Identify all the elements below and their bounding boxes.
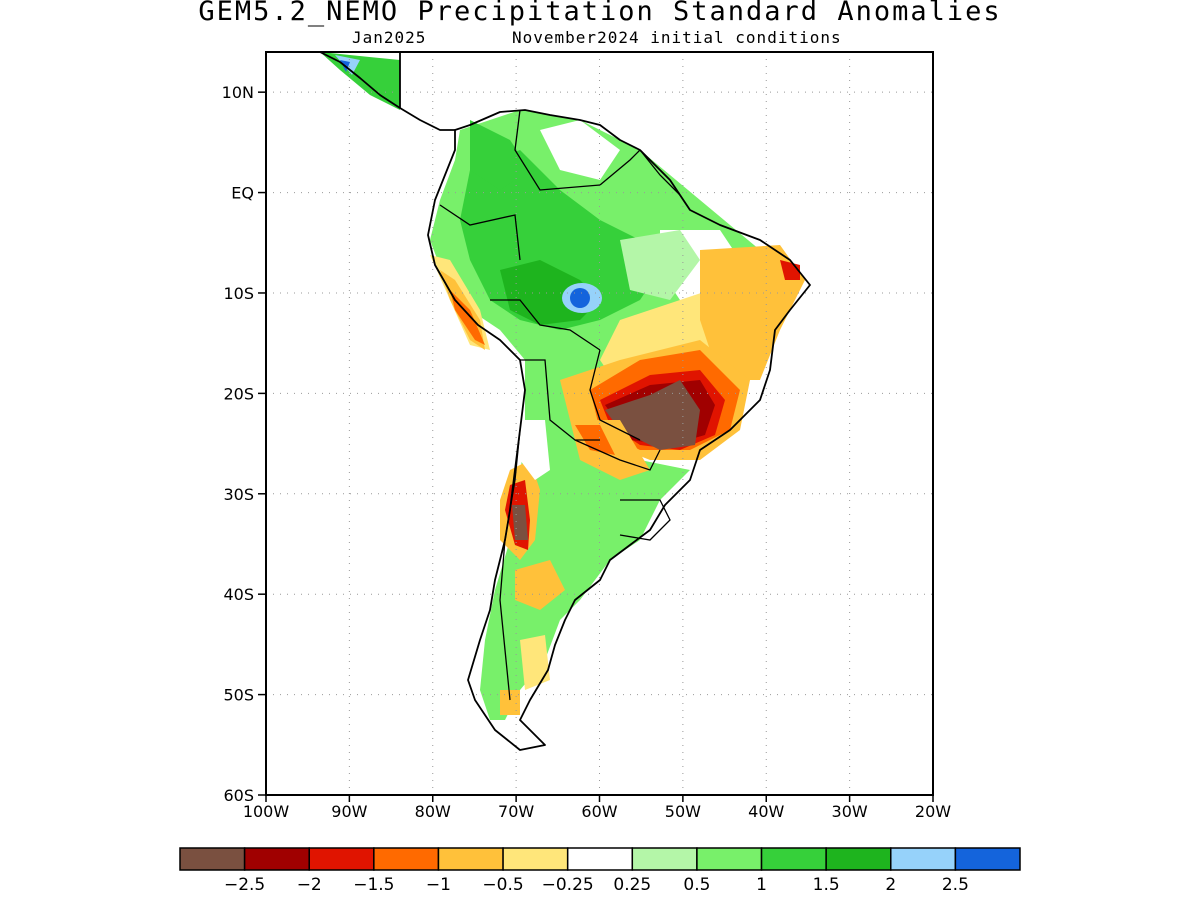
colorbar-swatch — [179, 847, 246, 871]
colorbar-labels: −2.5 −2 −1.5 −1 −0.5 −0.25 0.25 0.5 1 1.5 2 2.5 — [224, 875, 969, 895]
colorbar-swatch — [243, 847, 310, 871]
latitude-axis: 10N EQ 10S 20S 30S 40S 50S 60S — [222, 83, 266, 805]
coastline-south-america — [427, 109, 811, 751]
anomaly-orange-ne-brazil — [700, 245, 805, 380]
border-chile-argentina — [499, 429, 521, 701]
colorbar-label: 0.25 — [613, 875, 651, 895]
border-bolivia-chile-argentina — [520, 359, 600, 441]
anomaly-lightgreen-east — [620, 230, 700, 300]
lat-tick-label: 20S — [223, 384, 254, 403]
border-brazil-uruguay — [619, 499, 671, 541]
anomaly-orange-tip — [500, 690, 520, 715]
lon-tick-label: 70W — [498, 802, 534, 821]
border-peru-brazil — [490, 299, 601, 351]
lat-tick-label: 60S — [223, 786, 254, 805]
anomaly-brown-andes — [512, 505, 528, 540]
lon-tick-label: 90W — [331, 802, 367, 821]
colorbar-swatch — [760, 847, 827, 871]
lat-tick-label: 10N — [222, 83, 254, 102]
anomaly-yellow-patagonia — [515, 560, 565, 610]
colorbar-swatch — [954, 847, 1021, 871]
colorbar-label: −0.5 — [482, 875, 523, 895]
lon-tick-label: 80W — [415, 802, 451, 821]
colorbar-swatch — [502, 847, 569, 871]
colorbar-label: −2 — [297, 875, 322, 895]
target-month: Jan2025 — [352, 28, 427, 47]
lon-tick-label: 50W — [665, 802, 701, 821]
colorbar-label: 2.5 — [942, 875, 969, 895]
lat-tick-label: 10S — [223, 284, 254, 303]
anomaly-field — [320, 52, 805, 720]
coastline-central-america — [319, 52, 455, 131]
colorbar-swatch — [308, 847, 375, 871]
coastline — [319, 52, 811, 751]
colorbar-swatch — [890, 847, 957, 871]
colorbar-label: −0.25 — [542, 875, 594, 895]
colorbar — [179, 847, 1021, 871]
anomaly-green-dark-central — [470, 120, 530, 190]
border-argentina-paraguay — [574, 439, 661, 471]
anomaly-blue-spot — [570, 288, 590, 308]
lat-tick-label: EQ — [231, 184, 254, 203]
init-conditions: November2024 initial conditions — [512, 28, 842, 47]
graticule — [266, 52, 933, 795]
country-borders — [439, 109, 681, 701]
lon-tick-label: 100W — [243, 802, 290, 821]
anomaly-yellow-south — [520, 635, 550, 690]
colorbar-swatch — [566, 847, 634, 871]
border-brazil-bolivia — [589, 349, 641, 441]
chart-title: GEM5.2_NEMO Precipitation Standard Anoma… — [198, 0, 1002, 27]
anomaly-green-central-america — [320, 52, 400, 110]
colorbar-label: 0.5 — [683, 875, 710, 895]
border-colombia-venezuela — [514, 109, 601, 191]
lat-tick-label: 50S — [223, 686, 254, 705]
lon-tick-label: 20W — [915, 802, 951, 821]
border-guyana-suriname — [639, 149, 681, 196]
lon-tick-label: 30W — [832, 802, 868, 821]
border-venezuela-guyana — [599, 149, 641, 186]
colorbar-swatch — [373, 847, 440, 871]
border-colombia-ecuador-peru — [439, 204, 521, 261]
colorbar-label: 1.5 — [813, 875, 840, 895]
colorbar-swatch — [437, 847, 504, 871]
lat-tick-label: 30S — [223, 485, 254, 504]
colorbar-swatch — [696, 847, 763, 871]
colorbar-label: −1.5 — [353, 875, 394, 895]
lon-tick-label: 60W — [581, 802, 617, 821]
lon-tick-label: 40W — [748, 802, 784, 821]
lat-tick-label: 40S — [223, 585, 254, 604]
colorbar-swatch — [825, 847, 892, 871]
colorbar-label: 2 — [885, 875, 896, 895]
colorbar-swatch — [631, 847, 698, 871]
colorbar-label: −1 — [426, 875, 451, 895]
anomaly-brown-brazil — [605, 380, 700, 450]
anomaly-white-andes — [520, 420, 550, 480]
colorbar-label: −2.5 — [224, 875, 265, 895]
longitude-axis: 100W 90W 80W 70W 60W 50W 40W 30W 20W — [243, 795, 951, 821]
colorbar-label: 1 — [756, 875, 767, 895]
